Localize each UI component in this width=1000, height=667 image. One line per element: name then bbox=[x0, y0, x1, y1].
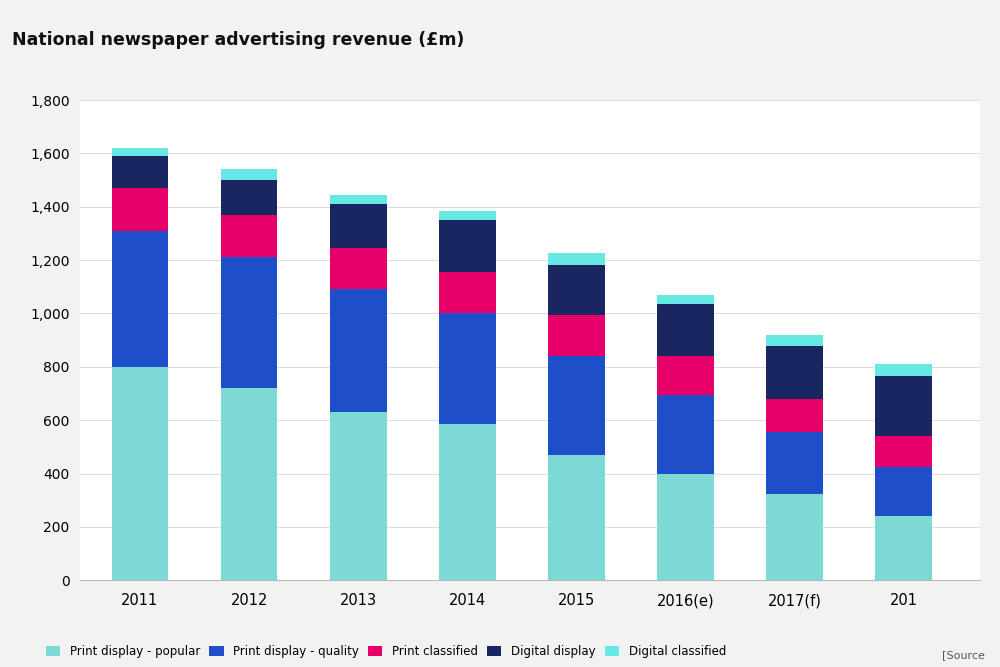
Bar bbox=[657, 304, 714, 356]
Bar bbox=[548, 265, 605, 315]
Bar bbox=[330, 195, 387, 204]
Bar bbox=[548, 315, 605, 356]
Bar bbox=[875, 376, 932, 436]
Bar bbox=[221, 388, 277, 580]
Bar bbox=[439, 220, 496, 272]
Bar bbox=[439, 313, 496, 424]
Bar bbox=[221, 257, 277, 388]
Legend: Print display - popular, Print display - quality, Print classified, Digital disp: Print display - popular, Print display -… bbox=[46, 645, 726, 658]
Text: [Source: [Source bbox=[942, 650, 985, 660]
Bar bbox=[657, 395, 714, 474]
Bar bbox=[766, 432, 823, 494]
Bar bbox=[330, 289, 387, 412]
Bar bbox=[439, 424, 496, 580]
Bar bbox=[439, 272, 496, 313]
Bar bbox=[657, 474, 714, 580]
Bar bbox=[221, 215, 277, 257]
Bar bbox=[112, 156, 168, 188]
Text: National newspaper advertising revenue (£m): National newspaper advertising revenue (… bbox=[12, 31, 464, 49]
Bar bbox=[112, 231, 168, 367]
Bar bbox=[766, 399, 823, 432]
Bar bbox=[875, 364, 932, 376]
Bar bbox=[548, 455, 605, 580]
Bar bbox=[657, 295, 714, 304]
Bar bbox=[657, 356, 714, 395]
Bar bbox=[330, 204, 387, 248]
Bar bbox=[875, 436, 932, 467]
Bar bbox=[766, 346, 823, 399]
Bar bbox=[330, 248, 387, 289]
Bar bbox=[875, 467, 932, 516]
Bar bbox=[221, 180, 277, 215]
Bar bbox=[548, 356, 605, 455]
Bar bbox=[548, 253, 605, 265]
Bar bbox=[875, 516, 932, 580]
Bar bbox=[221, 169, 277, 180]
Bar bbox=[112, 188, 168, 231]
Bar bbox=[112, 367, 168, 580]
Bar bbox=[112, 148, 168, 156]
Bar bbox=[766, 335, 823, 346]
Bar bbox=[439, 211, 496, 220]
Bar bbox=[330, 412, 387, 580]
Bar bbox=[766, 494, 823, 580]
